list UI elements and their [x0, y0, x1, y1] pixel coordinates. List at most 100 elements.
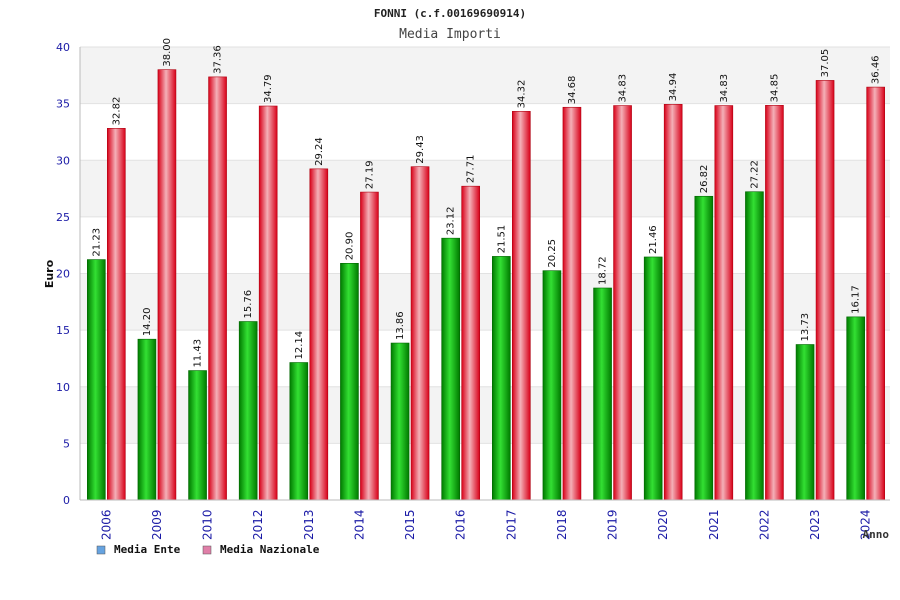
x-tick-label: 2024: [859, 509, 873, 540]
bar-media-nazionale-2017: [512, 111, 531, 501]
x-tick-label: 2016: [454, 509, 468, 540]
data-label: 20.25: [547, 239, 558, 268]
bar-media-nazionale-2024: [866, 86, 885, 501]
bar-media-nazionale-2022: [765, 105, 784, 501]
legend-swatch-media-nazionale: [202, 545, 212, 555]
bar-media-nazionale-2020: [663, 104, 683, 501]
data-label: 37.05: [820, 49, 831, 78]
bar-media-ente-2012: [238, 321, 258, 501]
data-label: 36.46: [871, 55, 882, 84]
y-tick-label: 35: [56, 98, 70, 111]
data-label: 26.82: [699, 165, 710, 194]
x-tick-label: 2009: [150, 509, 164, 540]
bar-media-ente-2018: [542, 270, 562, 501]
x-tick-label: 2021: [707, 509, 721, 540]
x-tick-label: 2019: [606, 509, 620, 540]
data-label: 18.72: [598, 256, 609, 285]
data-label: 15.76: [243, 290, 254, 319]
bar-media-ente-2023: [795, 344, 815, 501]
data-label: 21.23: [91, 228, 102, 257]
bar-media-nazionale-2023: [815, 80, 835, 501]
y-axis-ticks: 0 5 10 15 20 25 30 35 40: [56, 41, 70, 507]
data-label: 12.14: [294, 331, 305, 360]
bar-media-ente-2013: [289, 362, 309, 501]
x-axis-ticks: 2006 2009 2010 2012 2013 2014 2015 2016 2017 2018…: [99, 509, 872, 540]
y-tick-label: 10: [56, 381, 70, 394]
data-label: 13.73: [800, 313, 811, 342]
y-tick-label: 5: [63, 437, 70, 450]
x-tick-label: 2006: [99, 509, 113, 540]
data-label: 27.71: [466, 155, 477, 184]
data-label: 34.83: [618, 74, 629, 103]
data-label: 34.79: [263, 74, 274, 103]
data-label: 21.51: [496, 225, 507, 254]
legend: Media Ente Media Nazionale: [96, 543, 320, 556]
data-label: 13.86: [395, 311, 406, 340]
data-label: 23.12: [446, 207, 457, 236]
x-tick-label: 2020: [656, 509, 670, 540]
bar-media-nazionale-2016: [461, 185, 480, 501]
bar-media-nazionale-2006: [107, 128, 126, 501]
bar-media-nazionale-2021: [714, 105, 734, 501]
x-tick-label: 2010: [201, 509, 215, 540]
y-tick-label: 20: [56, 268, 70, 281]
chart-title: FONNI (c.f.00169690914): [374, 7, 526, 20]
data-label: 34.68: [567, 76, 578, 105]
bar-media-ente-2016: [441, 237, 460, 501]
bar-media-ente-2009: [137, 338, 157, 501]
bar-media-ente-2010: [188, 370, 207, 501]
data-label: 29.24: [314, 137, 325, 166]
bar-media-nazionale-2018: [562, 106, 582, 501]
x-tick-label: 2014: [352, 509, 366, 540]
bar-media-ente-2017: [492, 256, 511, 501]
bar-media-nazionale-2010: [208, 76, 227, 501]
data-label: 11.43: [193, 339, 204, 368]
bar-media-ente-2024: [846, 316, 865, 501]
y-tick-label: 15: [56, 324, 70, 337]
x-tick-label: 2015: [403, 509, 417, 540]
data-label: 20.90: [344, 232, 355, 261]
data-label: 37.36: [213, 45, 224, 74]
legend-label-media-nazionale: Media Nazionale: [220, 543, 320, 556]
chart-subtitle: Media Importi: [399, 27, 501, 42]
data-label: 34.94: [668, 73, 679, 102]
y-tick-label: 40: [56, 41, 70, 54]
x-tick-label: 2018: [555, 509, 569, 540]
data-label: 16.17: [851, 285, 862, 314]
bar-media-nazionale-2014: [360, 191, 379, 501]
bar-media-nazionale-2015: [410, 166, 430, 501]
legend-label-media-ente: Media Ente: [114, 543, 181, 556]
data-label: 34.32: [516, 80, 527, 109]
data-label: 14.20: [142, 308, 153, 337]
data-label: 27.19: [364, 160, 375, 189]
bars: [87, 69, 885, 501]
data-label: 34.85: [769, 74, 780, 103]
bar-media-nazionale-2012: [258, 105, 278, 501]
legend-swatch-media-ente: [96, 545, 106, 555]
bar-media-ente-2015: [390, 342, 410, 501]
data-label: 34.83: [719, 74, 730, 103]
data-label: 32.82: [111, 97, 122, 126]
x-tick-label: 2017: [504, 509, 518, 540]
bar-media-nazionale-2013: [309, 168, 329, 501]
x-tick-label: 2022: [757, 509, 771, 540]
bar-media-ente-2014: [340, 263, 359, 501]
y-tick-label: 30: [56, 154, 70, 167]
y-tick-label: 0: [63, 494, 70, 507]
y-tick-label: 25: [56, 211, 70, 224]
bar-media-nazionale-2009: [157, 69, 177, 501]
bar-media-ente-2022: [745, 191, 764, 501]
bar-media-ente-2019: [593, 287, 612, 501]
x-axis-label: Anno: [863, 528, 890, 541]
data-label: 29.43: [415, 135, 426, 164]
data-label: 27.22: [749, 160, 760, 189]
data-label: 38.00: [162, 38, 173, 67]
bar-media-ente-2020: [643, 256, 663, 501]
bar-media-nazionale-2019: [613, 105, 632, 501]
x-tick-label: 2013: [302, 509, 316, 540]
bar-media-ente-2021: [694, 195, 714, 501]
data-label: 21.46: [648, 225, 659, 254]
bar-media-ente-2006: [87, 259, 106, 501]
y-axis-label: Euro: [43, 259, 56, 288]
